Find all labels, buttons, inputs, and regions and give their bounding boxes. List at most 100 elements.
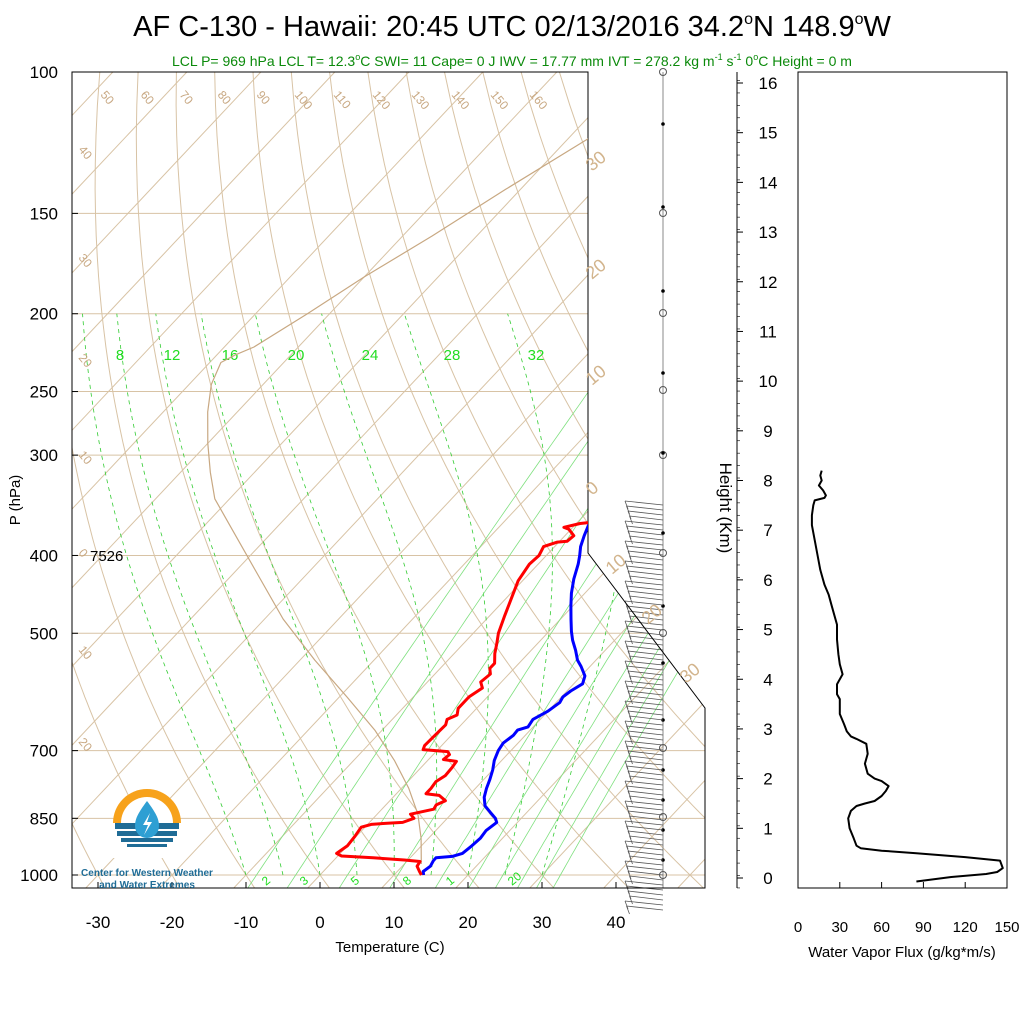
y-axis-label: P (hPa)	[7, 475, 24, 526]
flux-tick-label: 0	[794, 919, 802, 936]
dry-adiabat	[94, 72, 333, 888]
wind-barb	[624, 880, 664, 886]
isotherm-line	[72, 72, 484, 888]
wind-calm-circle	[659, 549, 667, 557]
wind-barb-flag	[629, 875, 633, 885]
wind-barb	[624, 500, 664, 506]
y-tick-label: 700	[30, 742, 58, 761]
x-tick-label: 0	[315, 913, 324, 932]
wind-barb	[624, 760, 664, 766]
wind-barb-flag	[629, 695, 633, 705]
wind-barb	[626, 585, 664, 591]
dry-adiabat	[751, 72, 1024, 892]
lcl-p: LCL P= 969 hPa	[172, 53, 275, 69]
wind-barb-flag	[629, 675, 633, 685]
wind-calm-circle	[659, 309, 667, 317]
wind-barb	[626, 645, 664, 651]
isotherm-label-left: 20	[76, 351, 96, 370]
isotherm-label: 80	[215, 88, 235, 107]
moist-adiabat	[200, 313, 358, 876]
wind-barb	[629, 895, 664, 901]
mixing-ratio-label: 20	[288, 347, 305, 364]
wind-barb	[626, 565, 664, 571]
height-tick-label: 2	[763, 770, 772, 789]
wind-calm-circle	[659, 68, 667, 76]
wind-barb	[629, 515, 664, 521]
wind-barb	[629, 835, 664, 841]
wind-barb	[626, 705, 664, 711]
dry-adiabat	[290, 72, 705, 888]
wind-barb-flag	[629, 515, 633, 525]
wind-barb-staff	[624, 68, 667, 915]
wind-barb	[629, 695, 664, 701]
mixing-ratio-line	[492, 362, 705, 888]
wind-barb	[629, 655, 664, 661]
height-axis-label: Height (Km)	[716, 463, 735, 554]
wind-barb	[624, 540, 664, 546]
isotherm-line	[72, 72, 336, 888]
wind-barb	[627, 550, 664, 556]
x-tick-label: -20	[160, 913, 185, 932]
dry-adiabat	[558, 72, 705, 888]
wind-barb-flag	[629, 715, 633, 725]
isotherm-line	[72, 72, 410, 888]
wind-barb-flag	[629, 835, 633, 845]
height-tick-label: 6	[763, 571, 772, 590]
wind-dot	[661, 531, 665, 535]
wind-barb	[626, 785, 664, 791]
flux-axis-label: Water Vapor Flux (g/kg*m/s)	[808, 944, 996, 961]
wind-dot	[661, 289, 665, 293]
isotherm-label-right: 10	[602, 550, 630, 578]
wind-barb	[624, 820, 664, 826]
wind-dot	[661, 205, 665, 209]
isotherm-label-right: 30	[676, 659, 704, 687]
height-tick-label: 10	[759, 372, 778, 391]
wind-barb-flag	[629, 575, 633, 585]
wind-barb-flag	[629, 615, 633, 625]
isotherm-line	[377, 72, 705, 888]
isotherm-label-right: 20	[582, 255, 610, 283]
wind-barb	[624, 860, 664, 866]
dry-adiabat	[72, 72, 108, 888]
wind-barb	[626, 905, 664, 911]
dry-adiabat	[444, 72, 705, 888]
dry-adiabat	[405, 72, 705, 888]
x-tick-label: 30	[533, 913, 552, 932]
wind-barb	[627, 570, 664, 576]
swi: SWI= 11	[374, 53, 427, 69]
height-tick-label: 0	[763, 869, 772, 888]
wind-barb	[624, 720, 664, 726]
height-tick-label: 8	[763, 472, 772, 491]
y-tick-label: 200	[30, 305, 58, 324]
wind-barb-flag	[629, 635, 633, 645]
wind-barb	[629, 755, 664, 761]
logo-line-2: and Water Extremes	[99, 880, 195, 891]
isotherm-label: 90	[254, 88, 274, 107]
wind-barb	[627, 810, 664, 816]
isotherm-label: 50	[98, 88, 118, 107]
x-tick-label: -30	[86, 913, 111, 932]
dry-adiabat	[635, 72, 705, 888]
wind-barb	[629, 575, 664, 581]
wind-barb	[629, 815, 664, 821]
flux-tick-label: 90	[915, 919, 932, 936]
dry-adiabat	[72, 72, 258, 888]
wind-barb	[629, 555, 664, 561]
iwv: IWV = 17.77 mm	[499, 53, 604, 69]
wind-barb-flag	[629, 655, 633, 665]
mixing-ratio-line	[284, 362, 644, 888]
wind-barb	[627, 690, 664, 696]
wind-calm-circle	[659, 744, 667, 752]
isotherm-label: 70	[177, 88, 197, 107]
wind-dot	[661, 661, 665, 665]
y-tick-label: 400	[30, 546, 58, 565]
wind-barb	[627, 630, 664, 636]
wind-barb	[627, 710, 664, 716]
wind-barb-flag	[629, 555, 633, 565]
mixing-ratio-line	[550, 362, 705, 888]
wind-barb	[629, 795, 664, 801]
wind-barb	[629, 535, 664, 541]
wind-barb	[624, 660, 664, 666]
moist-adiabat	[321, 313, 438, 876]
dry-adiabat	[252, 72, 633, 888]
